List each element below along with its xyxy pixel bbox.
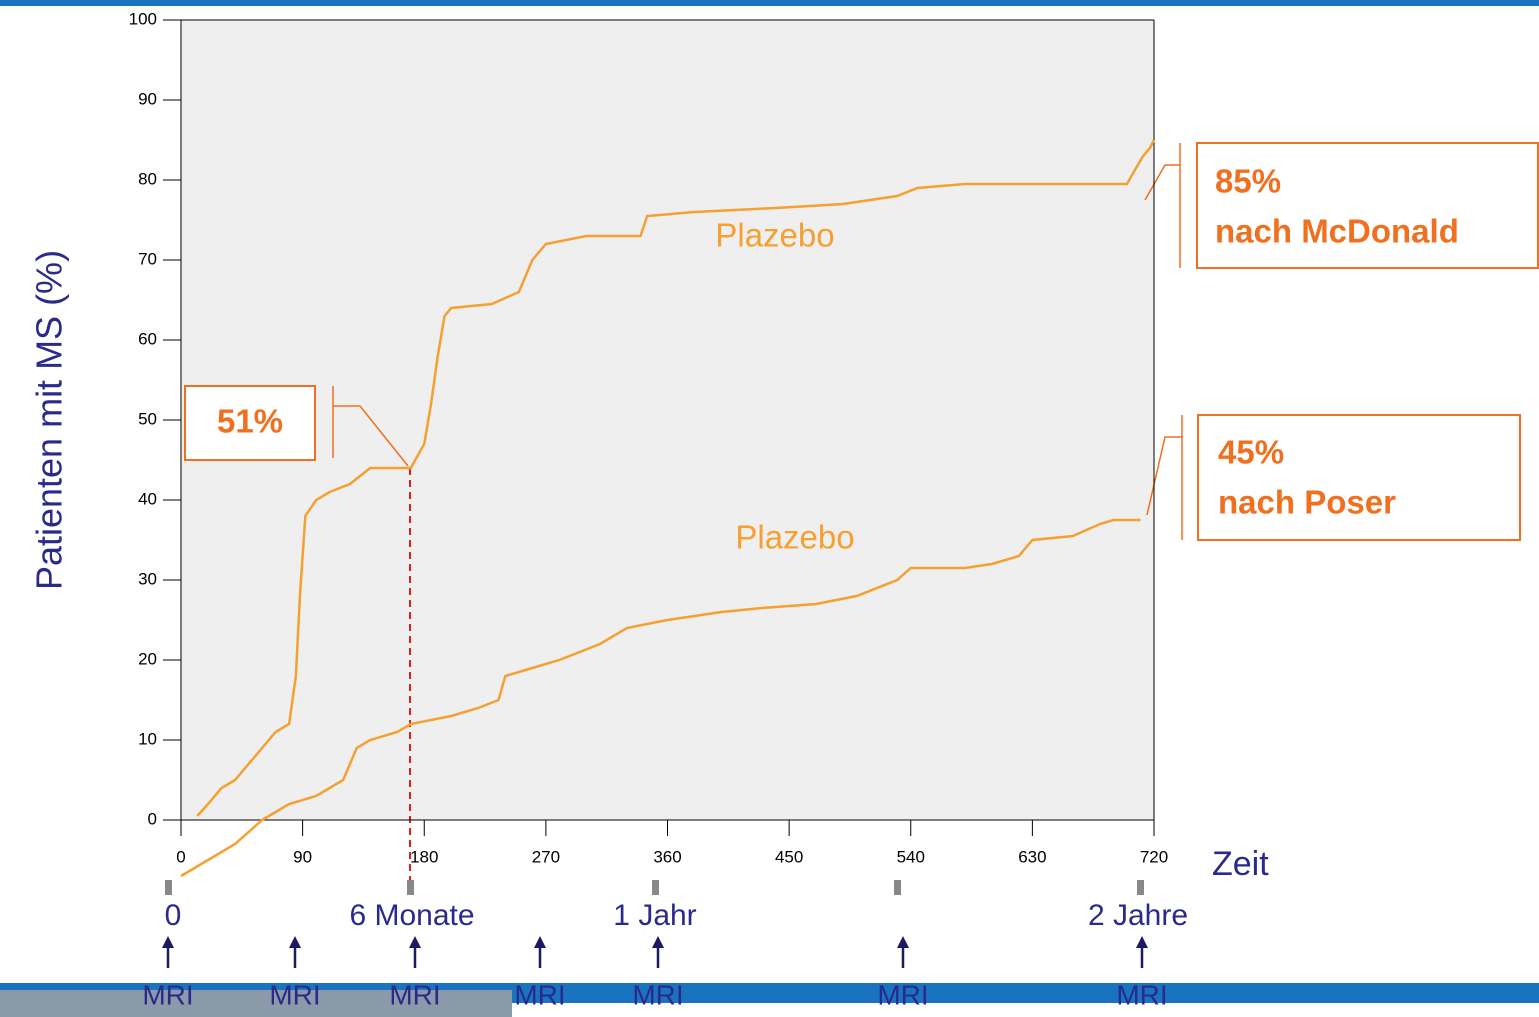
x-tick-label: 360 [653,847,681,866]
y-tick-label: 50 [138,409,157,428]
annotation-box [1196,142,1539,269]
annotation: nach McDonald [1215,213,1459,250]
y-tick-label: 20 [138,649,157,668]
timeline-markers [165,880,1144,895]
timeline-label: 6 Monate [349,899,474,932]
annotation: 85% [1215,163,1281,200]
annotation: nach Poser [1218,484,1396,521]
x-tick-label: 180 [410,847,438,866]
x-tick-label: 0 [176,847,185,866]
x-tick-label: 90 [293,847,312,866]
mri-label: MRI [1116,979,1167,1010]
y-tick-label: 70 [138,249,157,268]
y-tick-label: 0 [148,809,157,828]
mri-label: MRI [632,979,683,1010]
annotation: 51% [217,403,283,440]
arrow-head [409,936,421,948]
series-label: Plazebo [715,217,834,254]
bracket [1144,164,1180,201]
arrow-head [897,936,909,948]
series-line [180,518,1141,878]
plot-area [181,20,1154,820]
bracket [333,405,409,467]
x-tick-label: 270 [532,847,560,866]
y-tick-label: 60 [138,329,157,348]
marker [1137,880,1144,895]
x-axis-label: Zeit [1212,845,1269,883]
y-axis-label: Patienten mit MS (%) [29,250,70,590]
annotation: 45% [1218,434,1284,471]
photo-strip [0,990,512,1017]
timeline-label: 2 Jahre [1088,899,1188,932]
marker [652,880,659,895]
y-tick-label: 100 [129,9,157,28]
annotation-box [1197,414,1521,541]
y-tick-label: 90 [138,89,157,108]
top-bar [0,0,1539,6]
y-tick-label: 30 [138,569,157,588]
mri-label: MRI [514,979,565,1010]
marker [165,880,172,895]
series-line [196,139,1156,817]
bracket [1146,436,1182,516]
x-tick-label: 450 [775,847,803,866]
mri-label: MRI [389,979,440,1010]
x-tick-label: 720 [1140,847,1168,866]
mri-label: MRI [142,979,193,1010]
y-tick-label: 40 [138,489,157,508]
mri-label: MRI [877,979,928,1010]
arrow-head [289,936,301,948]
x-tick-label: 630 [1018,847,1046,866]
marker [407,880,414,895]
mri-label: MRI [269,979,320,1010]
timeline-label: 1 Jahr [613,899,696,932]
y-tick-label: 10 [138,729,157,748]
marker [894,880,901,895]
arrow-head [1136,936,1148,948]
arrow-head [162,936,174,948]
arrow-head [652,936,664,948]
arrow-head [534,936,546,948]
annotation-box [184,385,316,461]
timeline-label: 0 [165,899,182,932]
series-label: Plazebo [735,519,854,556]
x-tick-label: 540 [897,847,925,866]
y-tick-label: 80 [138,169,157,188]
